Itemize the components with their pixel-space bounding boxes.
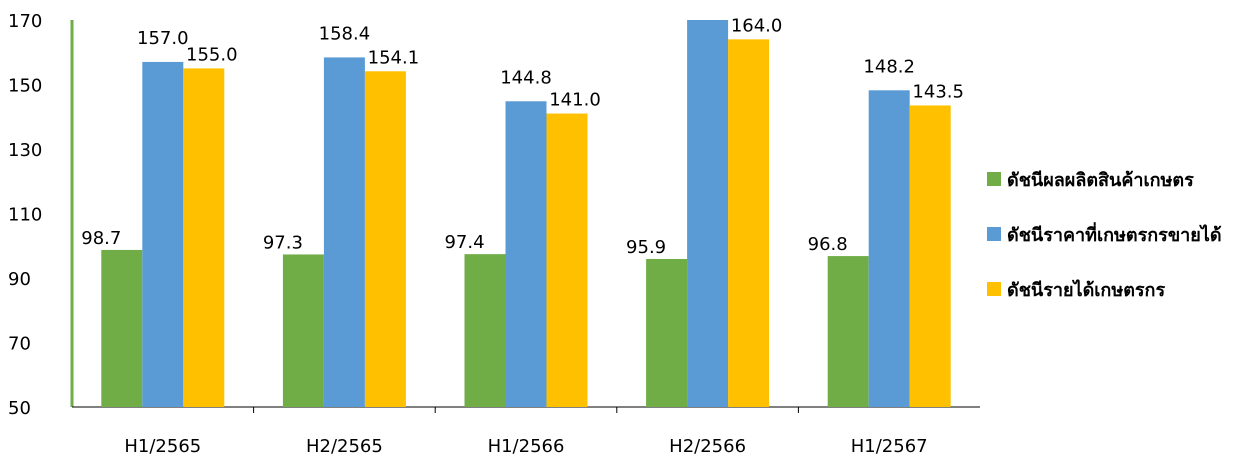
bar	[142, 61, 184, 408]
data-label: 98.7	[81, 228, 121, 249]
bar	[323, 57, 365, 407]
legend-label: ดัชนีรายได้เกษตรกร	[1007, 279, 1165, 301]
legend-label: ดัชนีราคาที่เกษตรกรขายได้	[1007, 222, 1222, 246]
data-label: 95.9	[626, 237, 666, 258]
data-label: 154.1	[368, 47, 420, 68]
y-axis: 50 70 90 110 130 150 170	[8, 11, 74, 419]
y-tick-label: 90	[8, 269, 31, 290]
data-label: 144.8	[500, 67, 552, 88]
y-tick-label: 70	[8, 334, 31, 355]
y-tick-label: 170	[8, 11, 42, 32]
x-tick-label: H1/2567	[851, 436, 928, 457]
bar	[687, 20, 729, 407]
bar	[505, 101, 547, 408]
x-tick-label: H1/2566	[488, 436, 565, 457]
data-label: 164.0	[731, 15, 783, 36]
data-label: 155.0	[186, 44, 238, 65]
bar	[101, 249, 143, 407]
bar	[183, 68, 225, 407]
data-label: 158.4	[319, 23, 371, 44]
x-axis: H1/2565 H2/2565 H1/2566 H2/2566 H1/2567	[72, 406, 980, 457]
bar	[546, 113, 588, 408]
bar	[868, 90, 910, 408]
y-tick-label: 110	[8, 205, 42, 226]
data-label: 143.5	[912, 81, 964, 102]
data-label: 157.0	[137, 28, 189, 49]
legend-swatch	[987, 172, 1001, 186]
legend: ดัชนีผลผลิตสินค้าเกษตรดัชนีราคาที่เกษตรก…	[987, 170, 1222, 301]
data-label: 97.4	[444, 232, 484, 253]
bar	[464, 254, 506, 407]
x-tick-label: H1/2565	[124, 436, 201, 457]
bar	[646, 258, 688, 407]
legend-label: ดัชนีผลผลิตสินค้าเกษตร	[1007, 170, 1194, 191]
data-label: 148.2	[863, 56, 915, 77]
bar	[364, 71, 406, 407]
data-label: 141.0	[549, 90, 601, 111]
bar	[282, 254, 324, 407]
x-tick-label: H2/2565	[306, 436, 383, 457]
legend-swatch	[987, 282, 1001, 296]
bar	[909, 105, 951, 408]
y-tick-label: 50	[8, 398, 31, 419]
x-tick-label: H2/2566	[669, 436, 746, 457]
y-tick-label: 130	[8, 140, 42, 161]
bar	[827, 256, 869, 407]
data-label: 96.8	[808, 234, 848, 255]
data-label: 97.3	[263, 232, 303, 253]
bar	[728, 39, 770, 407]
y-tick-label: 150	[8, 76, 42, 97]
bars	[101, 20, 951, 408]
legend-swatch	[987, 227, 1001, 241]
